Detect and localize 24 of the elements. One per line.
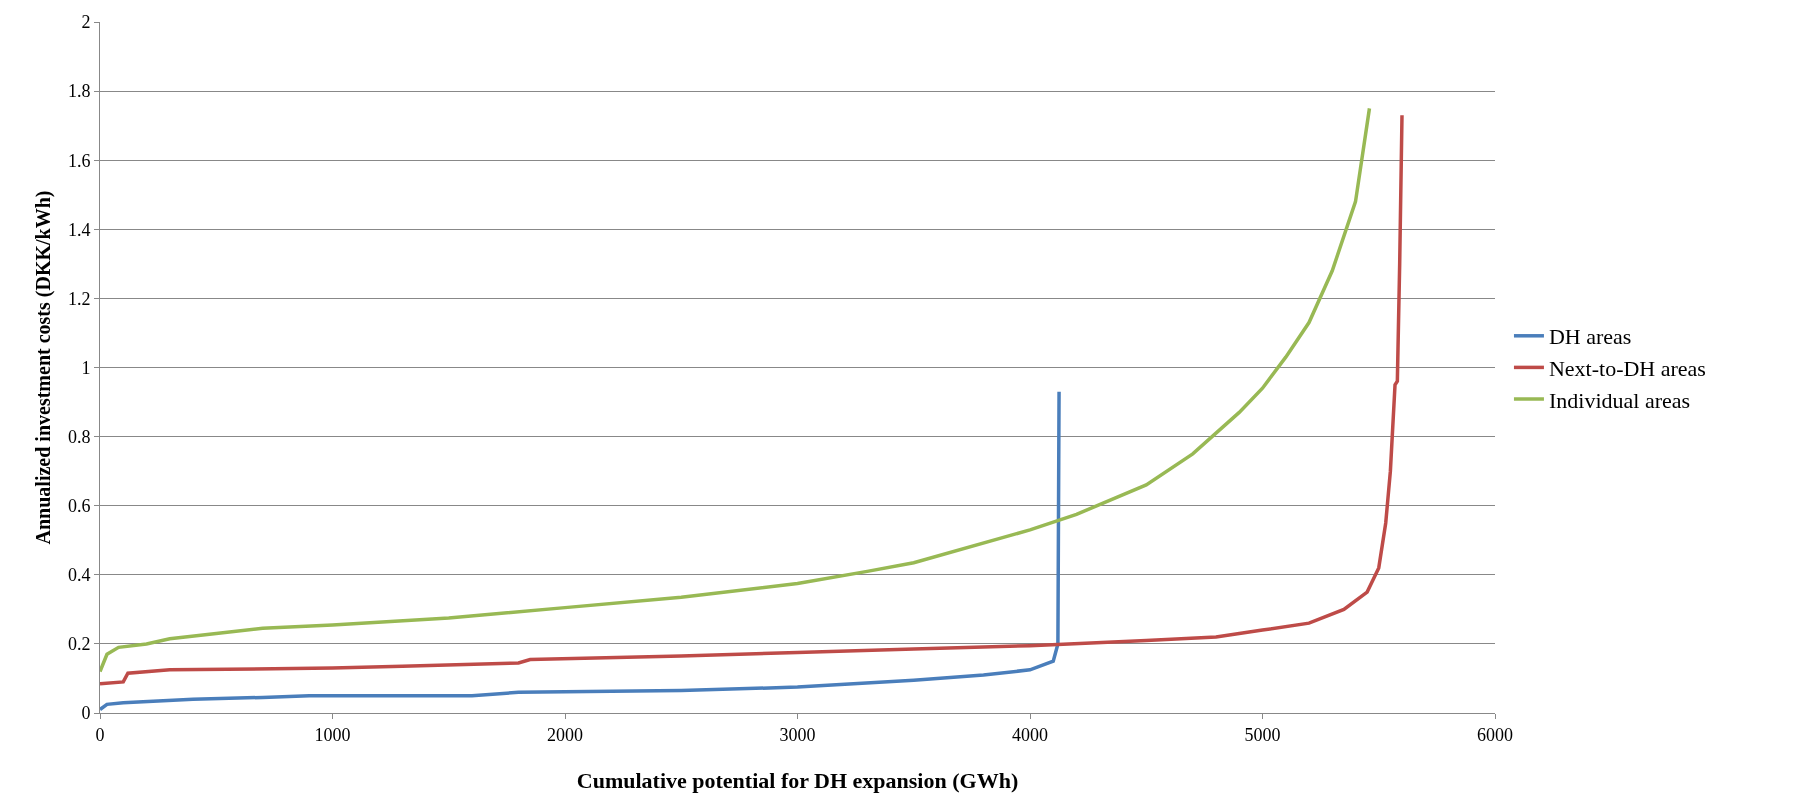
y-tick-label: 2 xyxy=(81,12,91,33)
x-tick-label: 6000 xyxy=(1477,724,1513,745)
y-tick-label: 0.6 xyxy=(67,496,91,516)
legend-label: Next-to-DH areas xyxy=(1548,355,1706,381)
x-tick-label: 0 xyxy=(95,724,105,745)
legend-label: DH areas xyxy=(1548,324,1632,350)
x-tick-label: 4000 xyxy=(1012,724,1048,745)
y-tick-label: 1.8 xyxy=(67,81,91,102)
legend-label: Individual areas xyxy=(1548,387,1691,413)
x-axis-title: Cumulative potential for DH expansion (GWh) xyxy=(576,768,1019,793)
x-tick-label: 2000 xyxy=(547,724,583,745)
y-tick-label: 1 xyxy=(81,357,91,378)
y-tick-label: 1.4 xyxy=(67,219,91,240)
x-tick-label: 3000 xyxy=(779,724,816,745)
y-tick-label: 1.6 xyxy=(67,150,91,171)
y-tick-label: 0.4 xyxy=(67,565,91,586)
x-tick-label: 1000 xyxy=(314,724,351,745)
y-tick-label: 0.8 xyxy=(67,426,91,447)
y-tick-label: 0.2 xyxy=(67,634,91,655)
line-series xyxy=(100,389,1061,712)
x-tick-label: 5000 xyxy=(1244,724,1281,745)
y-tick-label: 1.2 xyxy=(67,288,91,309)
y-tick-label: 0 xyxy=(81,703,91,724)
y-axis-title: Annualized investment costs (DKK/kWh) xyxy=(32,190,55,545)
